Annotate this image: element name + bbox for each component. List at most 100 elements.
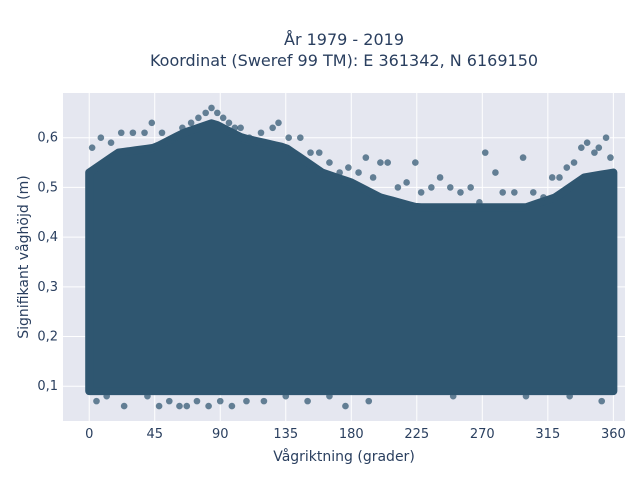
data-point [492, 169, 499, 176]
data-point [556, 174, 563, 181]
data-point [467, 184, 474, 191]
chart-title-line1: År 1979 - 2019 [284, 30, 404, 49]
data-point [120, 402, 128, 410]
x-axis-label: Vågriktning (grader) [273, 448, 415, 465]
data-point [195, 114, 202, 122]
x-tick-label: 270 [470, 427, 495, 442]
data-point [428, 184, 435, 191]
data-point [457, 189, 464, 196]
data-point [403, 179, 410, 186]
y-axis-label: Signifikant våghöjd (m) [15, 175, 32, 338]
data-point [282, 392, 290, 400]
data-point [165, 397, 173, 405]
data-point [436, 174, 444, 181]
x-tick-label: 0 [85, 427, 93, 442]
data-point [144, 392, 151, 400]
data-point [93, 397, 100, 405]
data-point [117, 129, 125, 137]
data-point [269, 124, 276, 132]
data-point [412, 159, 419, 166]
data-point [275, 119, 282, 127]
data-point [607, 154, 614, 161]
data-point [183, 402, 191, 410]
data-point [107, 139, 115, 146]
data-point [179, 124, 186, 132]
x-tick-label: 360 [601, 427, 626, 442]
data-point [377, 159, 384, 166]
data-point [214, 109, 221, 117]
data-point [158, 129, 166, 137]
y-tick-label: 0,5 [37, 180, 58, 195]
data-point [583, 139, 591, 146]
data-point [216, 397, 224, 405]
data-point [285, 134, 292, 142]
data-point [170, 134, 177, 142]
data-point [260, 397, 268, 405]
x-tick-label: 225 [404, 427, 429, 442]
data-point [155, 402, 163, 410]
data-point [365, 397, 373, 405]
data-point [529, 189, 537, 196]
y-tick-label: 0,1 [37, 379, 58, 394]
data-point [591, 149, 598, 156]
data-point [566, 392, 573, 400]
data-point [103, 392, 110, 400]
data-point [176, 402, 183, 410]
data-point [228, 402, 236, 410]
data-point [362, 154, 370, 161]
x-tick-label: 45 [146, 427, 163, 442]
data-point [205, 402, 212, 410]
data-point [326, 159, 333, 166]
data-point [476, 199, 483, 206]
data-point [570, 159, 578, 166]
x-tick-label: 315 [535, 427, 560, 442]
data-point [355, 169, 362, 176]
x-tick-label: 180 [339, 427, 364, 442]
data-point [540, 194, 547, 201]
data-point [219, 114, 227, 122]
data-point [148, 119, 156, 127]
data-point [141, 129, 148, 137]
data-point [417, 189, 425, 196]
data-point [202, 109, 209, 117]
data-point [578, 144, 585, 151]
data-point [231, 124, 239, 132]
data-point [384, 159, 391, 166]
x-axis-ticks: 0 45 90 135 180 225 270 315 360 [85, 427, 626, 442]
data-point [326, 392, 333, 400]
data-point [97, 134, 105, 142]
data-point [315, 149, 323, 156]
data-point [369, 174, 377, 181]
data-point [595, 144, 603, 151]
data-point [237, 124, 244, 132]
data-point [336, 169, 343, 176]
data-point [129, 129, 137, 137]
data-point [522, 392, 530, 400]
y-tick-label: 0,6 [37, 131, 58, 146]
x-tick-label: 90 [212, 427, 229, 442]
data-point [342, 402, 349, 410]
data-point [598, 397, 606, 405]
chart-title-line2: Koordinat (Sweref 99 TM): E 361342, N 61… [150, 51, 538, 70]
data-point [519, 154, 527, 161]
data-point [499, 189, 506, 196]
data-point [345, 164, 352, 171]
data-point [208, 104, 215, 112]
data-point [511, 189, 518, 196]
data-point [446, 184, 454, 191]
y-axis-ticks: 0,1 0,2 0,3 0,4 0,5 0,6 [37, 131, 58, 394]
data-point [304, 397, 311, 405]
y-tick-label: 0,3 [37, 280, 58, 295]
data-point [88, 144, 96, 151]
data-point [257, 129, 265, 137]
y-tick-label: 0,2 [37, 330, 58, 345]
data-point [394, 184, 402, 191]
data-point [449, 392, 457, 400]
data-point [187, 119, 195, 127]
data-point [481, 149, 489, 156]
y-tick-label: 0,4 [37, 230, 58, 245]
data-point [297, 134, 304, 142]
data-points [88, 104, 614, 410]
data-point [548, 174, 556, 181]
